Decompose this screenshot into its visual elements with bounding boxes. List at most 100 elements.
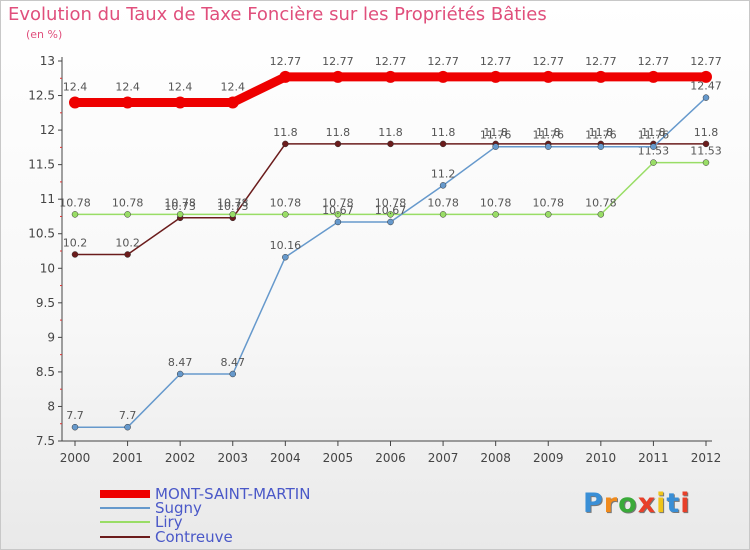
legend-swatch (100, 536, 150, 538)
legend-swatch (100, 521, 150, 523)
data-point (176, 211, 184, 218)
data-label: 8.47 (221, 356, 246, 369)
data-label: 11.76 (533, 129, 565, 142)
data-label: 10.78 (164, 196, 196, 209)
data-label: 10.78 (59, 196, 91, 209)
data-point (176, 370, 184, 378)
data-point (334, 218, 342, 226)
data-label: 11.8 (589, 126, 614, 139)
data-point (387, 140, 394, 148)
data-label: 10.16 (270, 239, 302, 252)
data-label: 11.8 (431, 126, 456, 139)
y-tick-label: 12 (40, 123, 55, 137)
data-label: 12.4 (221, 80, 246, 93)
y-tick-label: 10 (40, 261, 55, 275)
y-tick-label: 11.5 (28, 158, 55, 172)
data-label: 12.4 (115, 80, 140, 93)
data-point (71, 423, 79, 431)
data-label: 10.2 (115, 236, 140, 249)
data-label: 10.78 (427, 196, 459, 209)
y-tick-label: 13 (40, 54, 55, 68)
logo-letter: x (637, 488, 657, 519)
data-label: 11.53 (638, 145, 670, 158)
x-tick-label: 2003 (217, 451, 248, 465)
x-tick-label: 2012 (691, 451, 722, 465)
data-point (69, 96, 81, 109)
x-tick-label: 2009 (533, 451, 564, 465)
data-label: 11.8 (483, 126, 508, 139)
y-tick-label: 8.5 (36, 365, 55, 379)
legend-swatch (100, 507, 150, 509)
data-point (71, 211, 79, 218)
data-label: 12.4 (63, 80, 88, 93)
data-point (702, 159, 710, 166)
data-point (334, 140, 342, 148)
data-point (121, 96, 134, 109)
data-label: 12.77 (638, 55, 670, 68)
data-point (279, 70, 292, 83)
data-label: 11.8 (694, 126, 719, 139)
logo-letter: P (583, 488, 604, 519)
x-tick-label: 2006 (375, 451, 406, 465)
data-point (387, 218, 394, 226)
data-label: 11.8 (273, 126, 298, 139)
legend-label: MONT-SAINT-MARTIN (155, 485, 311, 503)
data-point (439, 182, 447, 189)
data-label: 12.77 (375, 55, 407, 68)
y-tick-label: 9.5 (36, 296, 55, 310)
data-point (489, 70, 502, 83)
y-tick-label: 9 (47, 330, 55, 344)
data-point (334, 211, 342, 218)
data-label: 10.67 (322, 204, 354, 217)
logo-letter: i (680, 488, 691, 519)
data-point (650, 159, 657, 166)
data-point (545, 211, 552, 218)
data-label: 10.78 (585, 196, 617, 209)
x-tick-label: 2007 (428, 451, 459, 465)
data-label: 10.78 (375, 196, 407, 209)
data-label: 10.73 (217, 200, 249, 213)
data-point (174, 96, 187, 109)
data-label: 11.8 (536, 126, 561, 139)
data-label: 10.78 (480, 196, 512, 209)
data-label: 7.7 (66, 409, 84, 422)
data-label: 12.77 (690, 55, 722, 68)
data-point (282, 140, 289, 148)
y-tick-label: 12.5 (28, 89, 55, 103)
data-point (124, 251, 131, 258)
data-label: 12.4 (168, 80, 193, 93)
data-label: 11.8 (641, 126, 666, 139)
data-label: 7.7 (119, 409, 137, 422)
data-label: 11.76 (585, 129, 617, 142)
data-label: 10.78 (217, 196, 249, 209)
data-label: 12.77 (533, 55, 565, 68)
data-label: 12.77 (427, 55, 459, 68)
data-point (542, 70, 555, 83)
data-label: 11.8 (378, 126, 403, 139)
x-tick-label: 2002 (165, 451, 196, 465)
data-label: 11.2 (431, 167, 456, 180)
data-point (226, 96, 239, 109)
data-label: 12.77 (480, 55, 512, 68)
data-point (282, 211, 289, 218)
data-label: 11.76 (638, 129, 670, 142)
data-label: 11.8 (326, 126, 351, 139)
data-point (492, 211, 499, 218)
data-point (124, 423, 131, 431)
y-tick-label: 8 (47, 399, 55, 413)
data-point (702, 140, 710, 148)
data-label: 12.47 (690, 80, 722, 93)
legend-label: Liry (155, 513, 183, 531)
data-point (545, 143, 552, 150)
logo-letter: t (666, 488, 681, 519)
x-tick-label: 2005 (323, 451, 354, 465)
data-label: 11.76 (480, 129, 512, 142)
data-point (331, 70, 344, 83)
legend-label: Contreuve (155, 528, 233, 546)
data-point (647, 70, 660, 83)
logo-letter: i (656, 488, 667, 519)
data-point (229, 211, 236, 218)
data-label: 11.53 (690, 145, 722, 158)
x-tick-label: 2010 (586, 451, 617, 465)
